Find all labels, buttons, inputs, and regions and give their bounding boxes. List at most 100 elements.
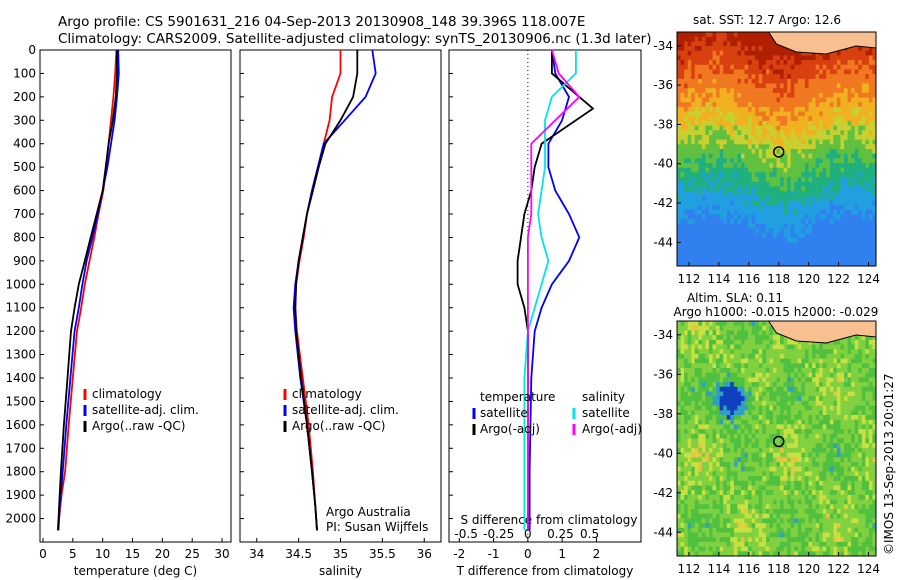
- sst-map-cell: [844, 209, 848, 215]
- sst-map-cell: [840, 172, 845, 178]
- sla-map-cell: [819, 457, 824, 463]
- sst-map-cell: [812, 149, 816, 155]
- sst-map-cell: [687, 219, 692, 225]
- sst-map-cell: [723, 50, 728, 56]
- sst-map-cell: [847, 64, 852, 70]
- sla-map-cell: [684, 457, 689, 463]
- sst-map-cell: [787, 111, 792, 117]
- sst-map-cell: [854, 191, 859, 197]
- sla-map-cell: [677, 391, 681, 397]
- sla-map-cell: [748, 377, 753, 383]
- sla-map-cell: [701, 447, 706, 453]
- sst-map-cell: [758, 233, 763, 239]
- sla-map-cell: [733, 405, 738, 411]
- sst-map-cell: [687, 181, 692, 187]
- sla-map-cell: [705, 410, 710, 416]
- sst-map-cell: [758, 46, 763, 52]
- sla-map-cell: [716, 462, 721, 468]
- sst-map-cell: [868, 55, 873, 61]
- sst-map-cell: [794, 219, 799, 225]
- sst-map-cell: [829, 237, 834, 243]
- sst-map-cell: [701, 195, 706, 201]
- sla-map-cell: [694, 438, 699, 444]
- sla-map-cell: [712, 419, 717, 425]
- sst-map-cell: [744, 153, 749, 159]
- sst-map-cell: [684, 219, 689, 225]
- sla-map-cell: [812, 368, 816, 374]
- sst-map-cell: [691, 139, 696, 145]
- sst-map-cell: [755, 167, 760, 173]
- sst-map-cell: [794, 102, 799, 108]
- sst-map-cell: [691, 130, 696, 136]
- sst-map-cell: [808, 181, 813, 187]
- sst-map-cell: [744, 261, 749, 267]
- sst-map-cell: [840, 120, 845, 126]
- sla-map-cell: [733, 443, 738, 449]
- sla-map-cell: [723, 335, 728, 341]
- sst-map-cell: [687, 247, 692, 253]
- sla-map-cell: [684, 433, 689, 439]
- sst-map-cell: [868, 125, 873, 131]
- sst-map-cell: [698, 92, 703, 98]
- sst-map-cell: [787, 74, 792, 80]
- sla-map-cell: [719, 400, 724, 406]
- sst-map-cell: [822, 195, 827, 201]
- sst-map-cell: [733, 139, 738, 145]
- sst-map-cell: [730, 50, 735, 56]
- sla-map-cell: [826, 480, 831, 486]
- sst-map-cell: [819, 97, 824, 103]
- sla-map-cell: [712, 429, 717, 435]
- sla-map-cell: [865, 457, 870, 463]
- sst-map-cell: [865, 116, 870, 122]
- sla-map-cell: [776, 466, 781, 472]
- sst-map-cell: [733, 172, 738, 178]
- sst-map-cell: [730, 163, 735, 169]
- sst-map-cell: [684, 191, 689, 197]
- sst-map-cell: [769, 88, 774, 94]
- sla-map-cell: [822, 443, 827, 449]
- sla-map-cell: [801, 485, 806, 491]
- sla-map-cell: [847, 335, 852, 341]
- sla-map-cell: [691, 330, 696, 336]
- sla-map-cell: [815, 358, 820, 364]
- sla-map-cell: [723, 400, 728, 406]
- sst-map-cell: [740, 36, 745, 42]
- sla-map-cell: [755, 452, 760, 458]
- sst-map-cell: [723, 195, 728, 201]
- sst-map-cell: [733, 60, 738, 66]
- sla-map-cell: [723, 358, 728, 364]
- sst-map-cell: [776, 83, 781, 89]
- sst-map-cell: [719, 41, 724, 47]
- sla-map-cell: [815, 424, 820, 430]
- sst-map-cell: [801, 158, 806, 164]
- sst-map-cell: [822, 97, 827, 103]
- sst-map-cell: [861, 158, 866, 164]
- sst-map-cell: [783, 163, 788, 169]
- sla-map-cell: [765, 368, 770, 374]
- sla-map-cell: [794, 485, 799, 491]
- sla-map-cell: [851, 382, 856, 388]
- sst-map-cell: [723, 242, 728, 248]
- sla-map-cell: [677, 382, 681, 388]
- sla-map-cell: [712, 325, 717, 331]
- sst-map-cell: [833, 134, 838, 141]
- sla-map-cell: [740, 438, 745, 444]
- sla-map-cell: [847, 410, 852, 416]
- sla-map-cell: [740, 410, 745, 416]
- sst-map-cell: [705, 125, 710, 131]
- sst-map-cell: [712, 32, 717, 38]
- sla-map-cell: [701, 438, 706, 444]
- sst-map-cell: [694, 191, 699, 197]
- sla-map-cell: [719, 335, 724, 341]
- sst-map-cell: [748, 130, 753, 136]
- sst-map-cell: [733, 36, 738, 42]
- sla-map-cell: [783, 400, 788, 406]
- sst-map-cell: [804, 256, 809, 262]
- sst-map-cell: [801, 60, 806, 66]
- sla-map-cell: [819, 349, 824, 355]
- sla-map-cell: [726, 471, 731, 477]
- sst-map-cell: [872, 247, 877, 253]
- sla-map-cell: [719, 476, 724, 482]
- sst-map-cell: [851, 261, 856, 267]
- sla-map-cell: [694, 377, 699, 383]
